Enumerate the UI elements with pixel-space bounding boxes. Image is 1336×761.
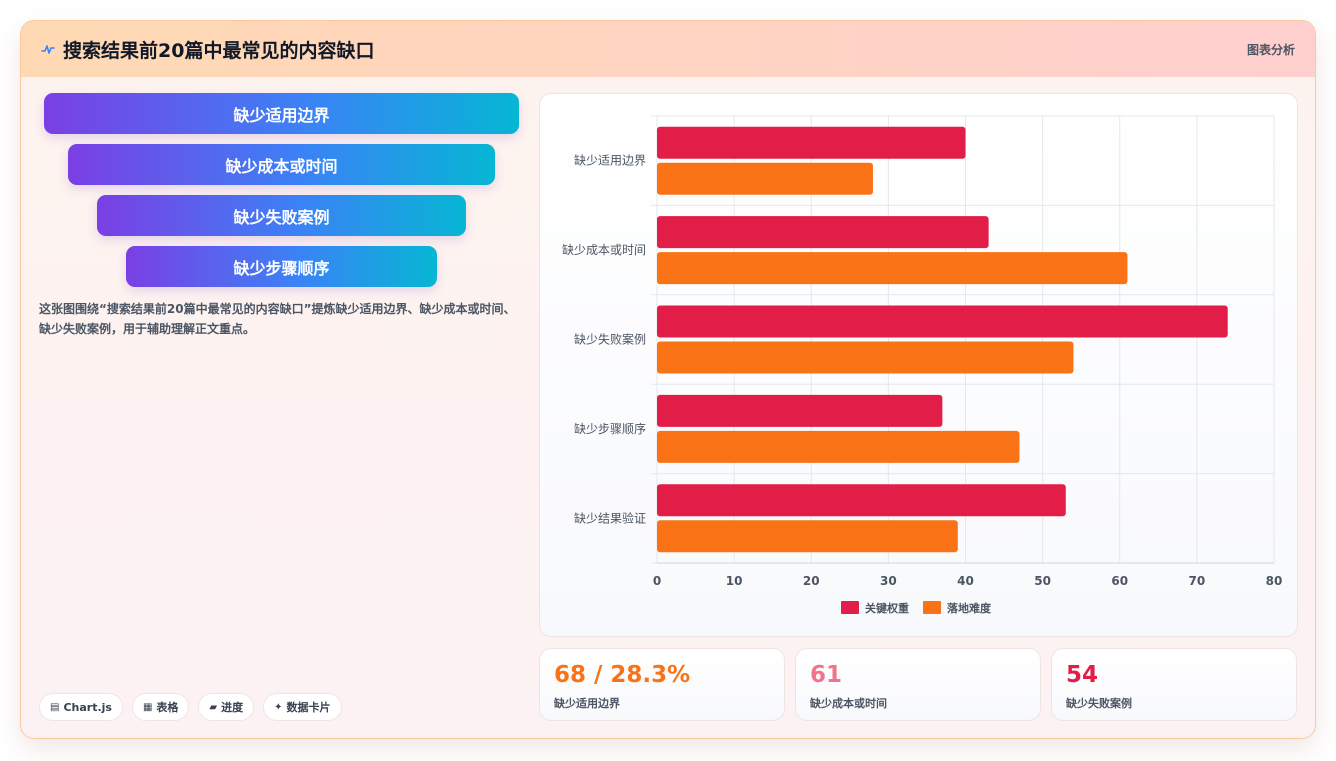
header: 搜索结果前20篇中最常见的内容缺口 图表分析	[21, 21, 1315, 77]
x-tick-label: 50	[1034, 574, 1051, 588]
table-icon: ▦	[142, 701, 153, 713]
legend-swatch	[923, 601, 941, 614]
bar	[657, 484, 1066, 517]
funnel-bar: 缺少适用边界	[44, 93, 519, 134]
funnel-bar: 缺少成本或时间	[68, 144, 495, 185]
tag-data-card[interactable]: ✦ 数据卡片	[263, 693, 342, 721]
legend-swatch	[841, 601, 859, 614]
x-tick-label: 30	[880, 574, 897, 588]
tag-progress[interactable]: ▰ 进度	[198, 693, 255, 721]
stat-value: 61	[810, 662, 843, 688]
chart-analysis-link[interactable]: 图表分析	[1246, 42, 1295, 57]
x-tick-label: 20	[803, 574, 820, 588]
description: 这张图围绕“搜索结果前20篇中最常见的内容缺口”提炼缺少适用边界、缺少成本或时间…	[39, 302, 516, 336]
tag-label: 数据卡片	[286, 701, 331, 714]
x-tick-label: 0	[653, 574, 661, 588]
x-tick-label: 10	[726, 574, 743, 588]
bar	[657, 216, 989, 249]
stat-card: 54 缺少失败案例	[1051, 648, 1297, 721]
progress-icon: ▰	[209, 701, 218, 713]
stat-label: 缺少成本或时间	[810, 697, 887, 710]
x-tick-label: 60	[1111, 574, 1128, 588]
stat-card: 68 / 28.3% 缺少适用边界	[539, 648, 785, 721]
y-tick-label: 缺少步骤顺序	[574, 421, 646, 436]
bar	[657, 520, 958, 553]
x-tick-label: 40	[957, 574, 974, 588]
bar	[657, 305, 1228, 338]
stat-card: 61 缺少成本或时间	[795, 648, 1041, 721]
tag-label: 进度	[221, 701, 244, 714]
sparkle-icon: ✦	[274, 701, 283, 713]
chart-panel: 缺少适用边界缺少成本或时间缺少失败案例 缺少步骤顺序 缺少结果验证 0 10 20 30 40…	[539, 93, 1298, 637]
tag-label: 表格	[156, 701, 179, 714]
y-tick-label: 缺少结果验证	[574, 510, 646, 525]
x-tick-label: 80	[1266, 574, 1283, 588]
tag-table[interactable]: ▦ 表格	[131, 693, 190, 721]
x-tick-label: 70	[1189, 574, 1206, 588]
bar	[657, 252, 1128, 285]
stat-value: 54	[1066, 662, 1099, 688]
funnel-bar: 缺少步骤顺序	[126, 246, 437, 287]
bar	[657, 162, 873, 195]
tag-list: ▤ Chart.js ▦ 表格 ▰ 进度 ✦ 数据卡片	[39, 693, 342, 721]
tag-label: Chart.js	[63, 700, 112, 714]
bar	[657, 430, 1020, 463]
stat-value: 68 / 28.3%	[554, 662, 691, 688]
stat-label: 缺少失败案例	[1066, 697, 1132, 710]
funnel-bar: 缺少失败案例	[97, 195, 466, 236]
wave-icon	[41, 45, 55, 54]
page-title: 搜索结果前20篇中最常见的内容缺口	[63, 39, 375, 62]
legend-label: 落地难度	[947, 601, 992, 615]
y-tick-label: 缺少适用边界	[574, 153, 646, 168]
main-card: 搜索结果前20篇中最常见的内容缺口 图表分析 缺少适用边界 缺少成本或时间 缺少…	[20, 20, 1316, 739]
bar	[657, 126, 966, 159]
bar	[657, 341, 1074, 374]
stat-label: 缺少适用边界	[554, 697, 620, 710]
header-title-group: 搜索结果前20篇中最常见的内容缺口	[41, 36, 374, 63]
legend-label: 关键权重	[865, 601, 909, 615]
y-tick-label: 缺少成本或时间	[562, 242, 646, 257]
bar	[657, 394, 943, 427]
chart-icon: ▤	[50, 701, 60, 713]
tag-chartjs[interactable]: ▤ Chart.js	[39, 693, 123, 721]
y-tick-label: 缺少失败案例	[574, 332, 646, 347]
